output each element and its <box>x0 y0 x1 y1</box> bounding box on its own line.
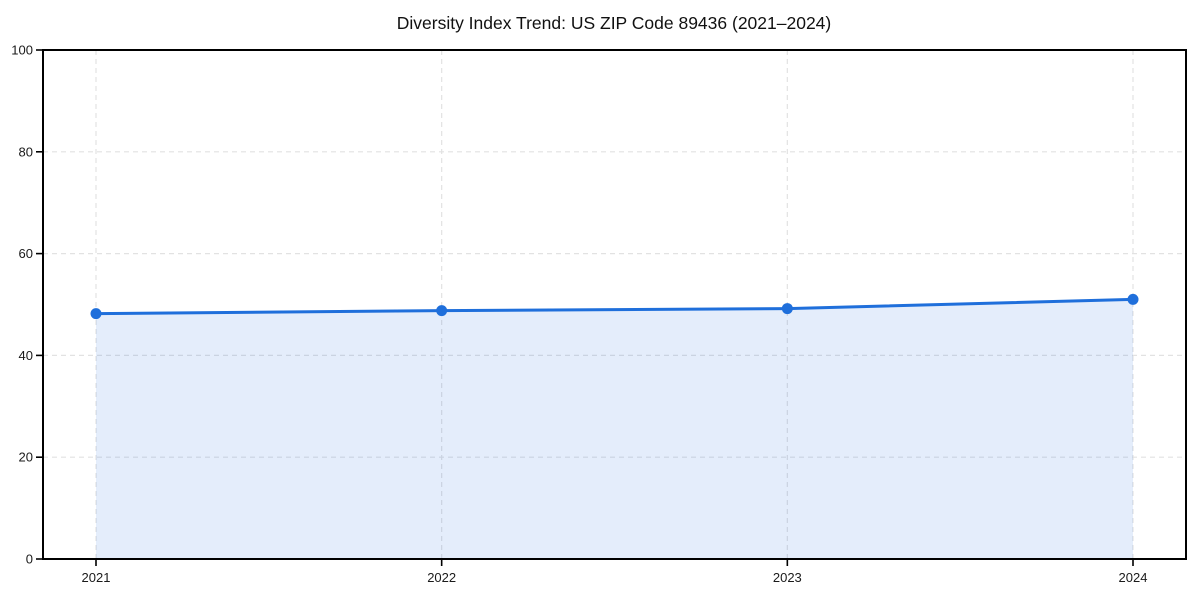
x-axis-tick-label: 2021 <box>82 570 111 585</box>
data-point-marker <box>436 305 448 317</box>
y-axis-tick-label: 0 <box>26 552 33 567</box>
chart-title: Diversity Index Trend: US ZIP Code 89436… <box>397 13 832 33</box>
x-axis-tick-label: 2022 <box>427 570 456 585</box>
y-axis-tick-label: 20 <box>19 450 33 465</box>
trend-line <box>94 297 1135 316</box>
data-point-marker <box>1127 293 1139 305</box>
plot-border <box>42 49 1187 560</box>
x-axis-tick-label: 2024 <box>1119 570 1148 585</box>
data-point-marker <box>90 308 102 320</box>
y-axis-tick-label: 80 <box>19 144 33 159</box>
y-axis-tick-label: 60 <box>19 246 33 261</box>
area-fill <box>96 299 1133 559</box>
data-layer <box>90 293 1139 559</box>
data-point-marker <box>781 303 793 315</box>
axis-layer: 0 20 40 60 80 100 2021 2022 2023 2024 <box>11 43 1187 585</box>
x-axis-tick-label: 2023 <box>773 570 802 585</box>
y-axis-tick-label: 40 <box>19 348 33 363</box>
y-axis-tick-label: 100 <box>11 43 33 58</box>
